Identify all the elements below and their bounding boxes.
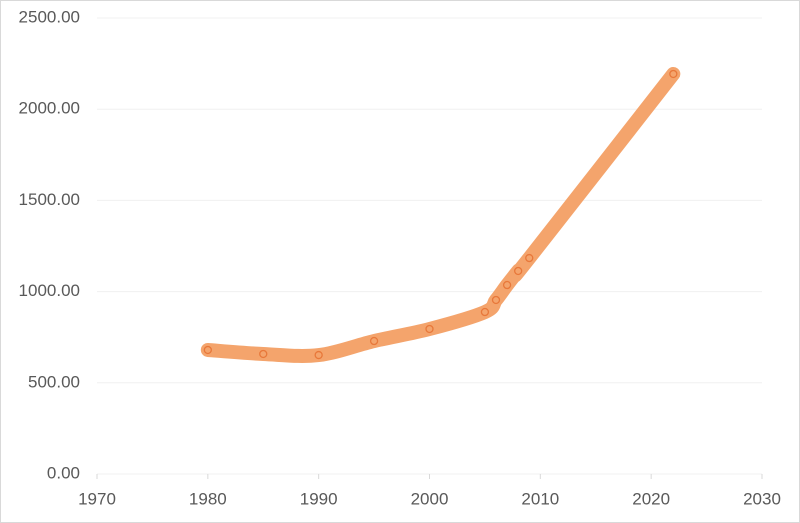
- x-tick-label: 2010: [521, 489, 559, 508]
- data-point: [491, 295, 501, 305]
- y-tick-label: 1000.00: [19, 281, 80, 300]
- data-point: [203, 345, 212, 355]
- x-tick-label: 2030: [743, 489, 781, 508]
- data-point: [525, 253, 534, 263]
- data-point: [314, 350, 323, 360]
- x-tick-label: 1980: [189, 489, 227, 508]
- data-point: [669, 69, 678, 79]
- y-tick-label: 0.00: [47, 463, 80, 482]
- data-point: [369, 336, 379, 346]
- x-tick-label: 1970: [78, 489, 116, 508]
- y-tick-label: 500.00: [28, 372, 80, 391]
- x-tick-label: 1990: [300, 489, 338, 508]
- data-point: [514, 266, 523, 276]
- data-point: [480, 307, 490, 317]
- data-point: [259, 349, 268, 359]
- y-tick-label: 2000.00: [19, 99, 80, 118]
- x-tick-label: 2020: [632, 489, 670, 508]
- data-point: [502, 280, 512, 290]
- y-tick-label: 1500.00: [19, 190, 80, 209]
- x-tick-label: 2000: [411, 489, 449, 508]
- data-point: [425, 324, 434, 334]
- y-tick-label: 2500.00: [19, 7, 80, 26]
